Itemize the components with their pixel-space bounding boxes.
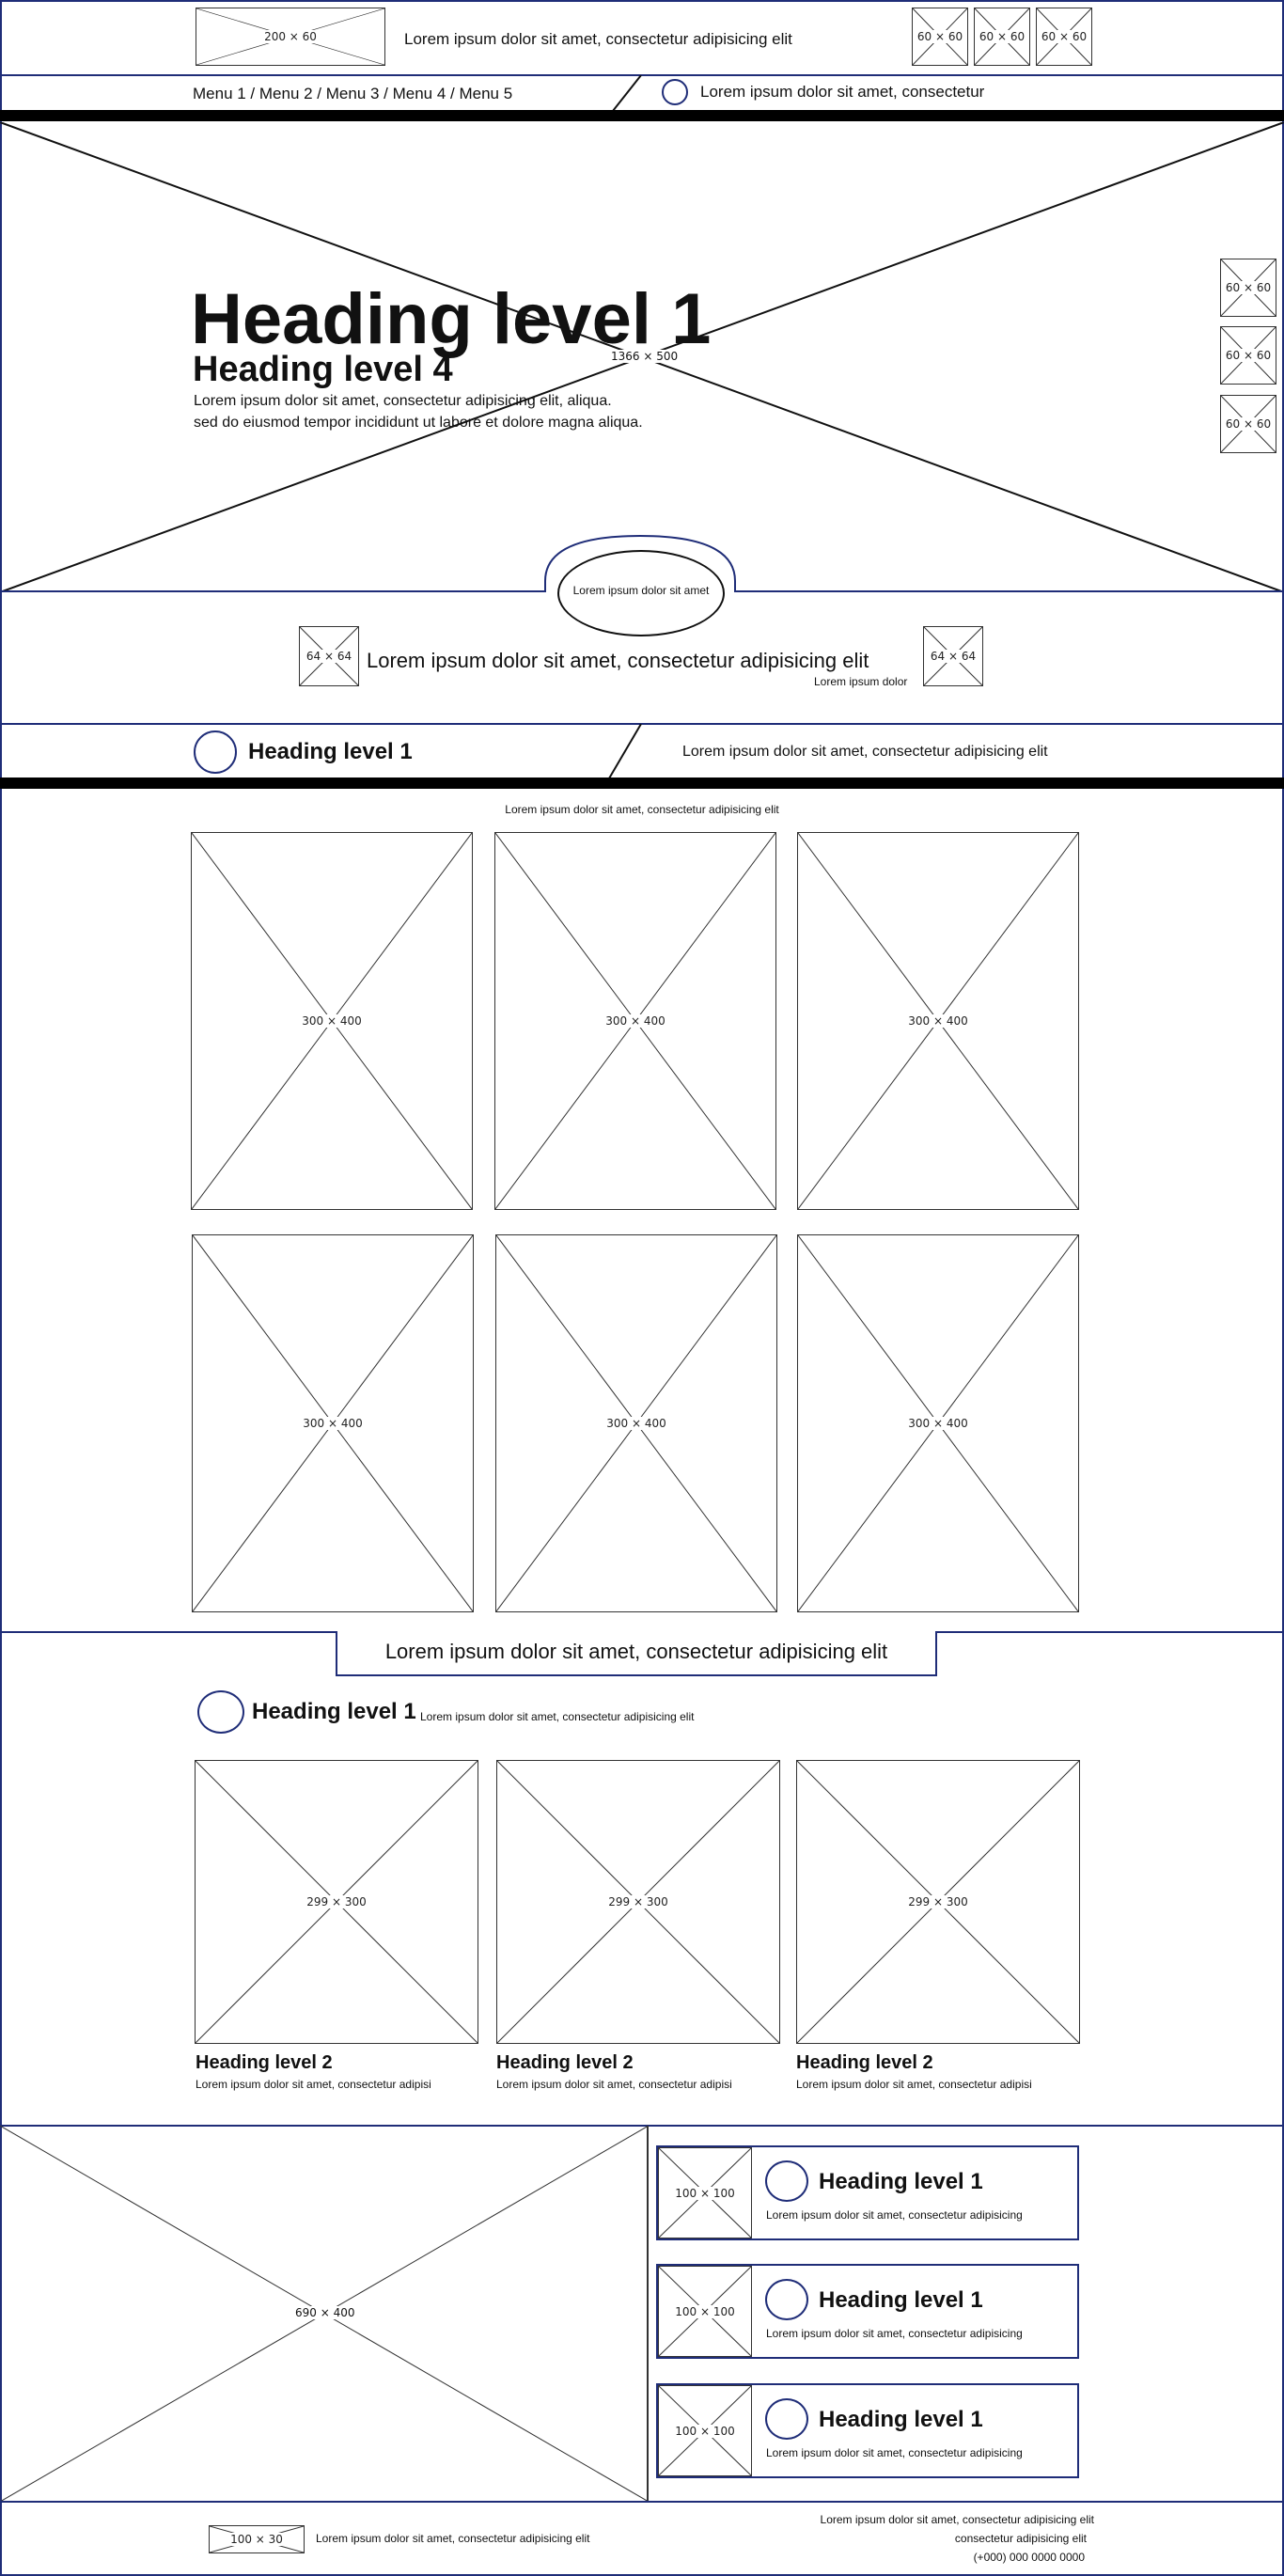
- section4-big-caption: 690 × 400: [295, 2306, 355, 2319]
- footer-logo[interactable]: 100 × 30: [209, 2525, 305, 2553]
- header-icon-2[interactable]: 60 × 60: [974, 8, 1030, 66]
- icon-caption: 60 × 60: [977, 30, 1027, 43]
- nav-black-bar: [0, 110, 1284, 121]
- hero-caption: 1366 × 500: [611, 350, 679, 363]
- image-caption: 300 × 400: [906, 1417, 970, 1430]
- image-caption: 300 × 400: [906, 1014, 970, 1028]
- image-caption: 299 × 300: [606, 1895, 670, 1908]
- nav-top-divider: [0, 74, 1284, 76]
- section2-intro: Lorem ipsum dolor sit amet, consectetur …: [505, 803, 779, 816]
- logo-placeholder[interactable]: 200 × 60: [196, 8, 385, 66]
- hero-pill-text: Lorem ipsum dolor sit amet: [572, 584, 710, 597]
- icon-caption: 60 × 60: [1223, 417, 1274, 431]
- hero-side-icon-1[interactable]: 60 × 60: [1220, 259, 1276, 317]
- section3-heading: Heading level 1: [252, 1699, 416, 1724]
- header-tagline: Lorem ipsum dolor sit amet, consectetur …: [404, 30, 792, 48]
- strip-left-icon[interactable]: 64 × 64: [299, 626, 359, 686]
- card-title-1: Heading level 2: [196, 2052, 333, 2073]
- list-item-1-avatar: [765, 2160, 808, 2202]
- hero-body-line-1: Lorem ipsum dolor sit amet, consectetur …: [194, 393, 612, 409]
- hero-side-icon-2[interactable]: 60 × 60: [1220, 326, 1276, 385]
- list-item-1-text: Lorem ipsum dolor sit amet, consectetur …: [766, 2208, 1023, 2222]
- hero-side-icon-3[interactable]: 60 × 60: [1220, 395, 1276, 453]
- card-image-2[interactable]: 299 × 300: [496, 1760, 780, 2044]
- footer-logo-caption: 100 × 30: [228, 2533, 285, 2546]
- card-image-3[interactable]: 299 × 300: [796, 1760, 1080, 2044]
- card-text-1: Lorem ipsum dolor sit amet, consectetur …: [196, 2078, 431, 2091]
- image-caption: 100 × 100: [673, 2304, 737, 2318]
- list-item-3-text: Lorem ipsum dolor sit amet, consectetur …: [766, 2446, 1023, 2459]
- section3-subtitle: Lorem ipsum dolor sit amet, consectetur …: [420, 1710, 695, 1723]
- hero-heading-4: Heading level 4: [193, 350, 453, 389]
- card-text-2: Lorem ipsum dolor sit amet, consectetur …: [496, 2078, 732, 2091]
- footer-contact-line-2: consectetur adipisicing elit: [954, 2532, 1087, 2545]
- footer-phone[interactable]: (+000) 000 0000 0000: [973, 2551, 1085, 2564]
- section2-heading: Heading level 1: [248, 739, 413, 764]
- grid-image-3[interactable]: 300 × 400: [797, 832, 1079, 1210]
- logo-caption: 200 × 60: [262, 30, 319, 43]
- icon-caption: 64 × 64: [304, 650, 354, 663]
- nav-slash-divider: [612, 75, 642, 111]
- list-item-3-avatar: [765, 2398, 808, 2440]
- image-caption: 300 × 400: [603, 1014, 667, 1028]
- icon-caption: 60 × 60: [1223, 349, 1274, 362]
- list-item-1-thumb: 100 × 100: [658, 2147, 752, 2238]
- hero-body-line-2: sed do eiusmod tempor incididunt ut labo…: [194, 415, 643, 431]
- image-caption: 299 × 300: [305, 1895, 368, 1908]
- image-caption: 300 × 400: [300, 1014, 364, 1028]
- list-item-2-text: Lorem ipsum dolor sit amet, consectetur …: [766, 2327, 1023, 2340]
- icon-caption: 60 × 60: [1223, 281, 1274, 294]
- footer-contact-line-1: Lorem ipsum dolor sit amet, consectetur …: [820, 2513, 1094, 2526]
- icon-caption: 60 × 60: [915, 30, 965, 43]
- image-caption: 300 × 400: [301, 1417, 365, 1430]
- list-item-2-title: Heading level 1: [819, 2287, 983, 2313]
- section2-black-bar: [0, 778, 1284, 789]
- list-item-2-thumb: 100 × 100: [658, 2266, 752, 2357]
- list-item-2-avatar: [765, 2279, 808, 2320]
- card-title-2: Heading level 2: [496, 2052, 634, 2073]
- grid-image-6[interactable]: 300 × 400: [797, 1234, 1079, 1612]
- section2-top-divider: [0, 723, 1284, 725]
- grid-image-2[interactable]: 300 × 400: [494, 832, 776, 1210]
- icon-caption: 64 × 64: [928, 650, 979, 663]
- hero-heading-1: Heading level 1: [191, 279, 712, 359]
- footer-text: Lorem ipsum dolor sit amet, consectetur …: [316, 2532, 590, 2545]
- card-image-1[interactable]: 299 × 300: [195, 1760, 478, 2044]
- strip-text: Lorem ipsum dolor sit amet, consectetur …: [367, 649, 869, 672]
- icon-caption: 60 × 60: [1039, 30, 1089, 43]
- section2-info: Lorem ipsum dolor sit amet, consectetur …: [682, 744, 1048, 760]
- section3-tab-title: Lorem ipsum dolor sit amet, consectetur …: [384, 1640, 888, 1663]
- grid-image-1[interactable]: 300 × 400: [191, 832, 473, 1210]
- image-caption: 100 × 100: [673, 2186, 737, 2200]
- list-item-1-title: Heading level 1: [819, 2169, 983, 2194]
- strip-small-text: Lorem ipsum dolor: [814, 675, 908, 688]
- nav-info: Lorem ipsum dolor sit amet, consectetur: [700, 83, 985, 101]
- card-title-3: Heading level 2: [796, 2052, 933, 2073]
- footer-top-divider: [0, 2501, 1284, 2503]
- header-icon-3[interactable]: 60 × 60: [1036, 8, 1092, 66]
- image-caption: 299 × 300: [906, 1895, 970, 1908]
- image-caption: 300 × 400: [604, 1417, 668, 1430]
- list-item-3-thumb: 100 × 100: [658, 2385, 752, 2476]
- section2-slash-divider: [608, 724, 642, 778]
- section4-top-divider: [0, 2125, 1284, 2127]
- card-text-3: Lorem ipsum dolor sit amet, consectetur …: [796, 2078, 1032, 2091]
- section2-avatar[interactable]: [194, 730, 237, 774]
- strip-right-icon[interactable]: 64 × 64: [923, 626, 983, 686]
- hero-pill-button[interactable]: [557, 550, 725, 636]
- list-item-3-title: Heading level 1: [819, 2407, 983, 2432]
- grid-image-5[interactable]: 300 × 400: [495, 1234, 777, 1612]
- nav-circle-icon[interactable]: [662, 79, 688, 105]
- section3-avatar[interactable]: [197, 1690, 244, 1734]
- image-caption: 100 × 100: [673, 2424, 737, 2438]
- nav-menu[interactable]: Menu 1 / Menu 2 / Menu 3 / Menu 4 / Menu…: [193, 85, 513, 102]
- section3-tab[interactable]: [336, 1631, 937, 1676]
- header-icon-1[interactable]: 60 × 60: [912, 8, 968, 66]
- grid-image-4[interactable]: 300 × 400: [192, 1234, 474, 1612]
